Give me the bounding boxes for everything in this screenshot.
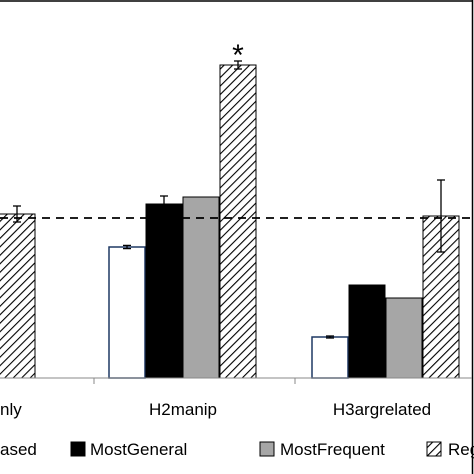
bar — [108, 246, 146, 379]
legend-entry: Reg — [448, 440, 474, 459]
category-label: nly — [0, 400, 22, 419]
bar — [385, 297, 423, 379]
legend: ased MostGeneral MostFrequent Reg — [0, 440, 474, 459]
bar — [311, 336, 349, 379]
legend-swatch — [426, 441, 442, 457]
bar — [348, 284, 386, 379]
category-label: H3argrelated — [333, 400, 431, 419]
legend-entry: ased — [0, 440, 37, 459]
bar — [182, 196, 220, 379]
legend-entry: MostFrequent — [280, 440, 385, 459]
category-labels: nly H2manip H3argrelated — [0, 400, 431, 419]
bar — [145, 203, 183, 379]
legend-swatch — [70, 441, 86, 457]
legend-swatch — [259, 441, 275, 457]
significance-marker: * — [232, 39, 244, 72]
bar — [0, 213, 36, 379]
category-label: H2manip — [149, 400, 217, 419]
bar — [219, 64, 257, 379]
legend-entry: MostGeneral — [90, 440, 187, 459]
